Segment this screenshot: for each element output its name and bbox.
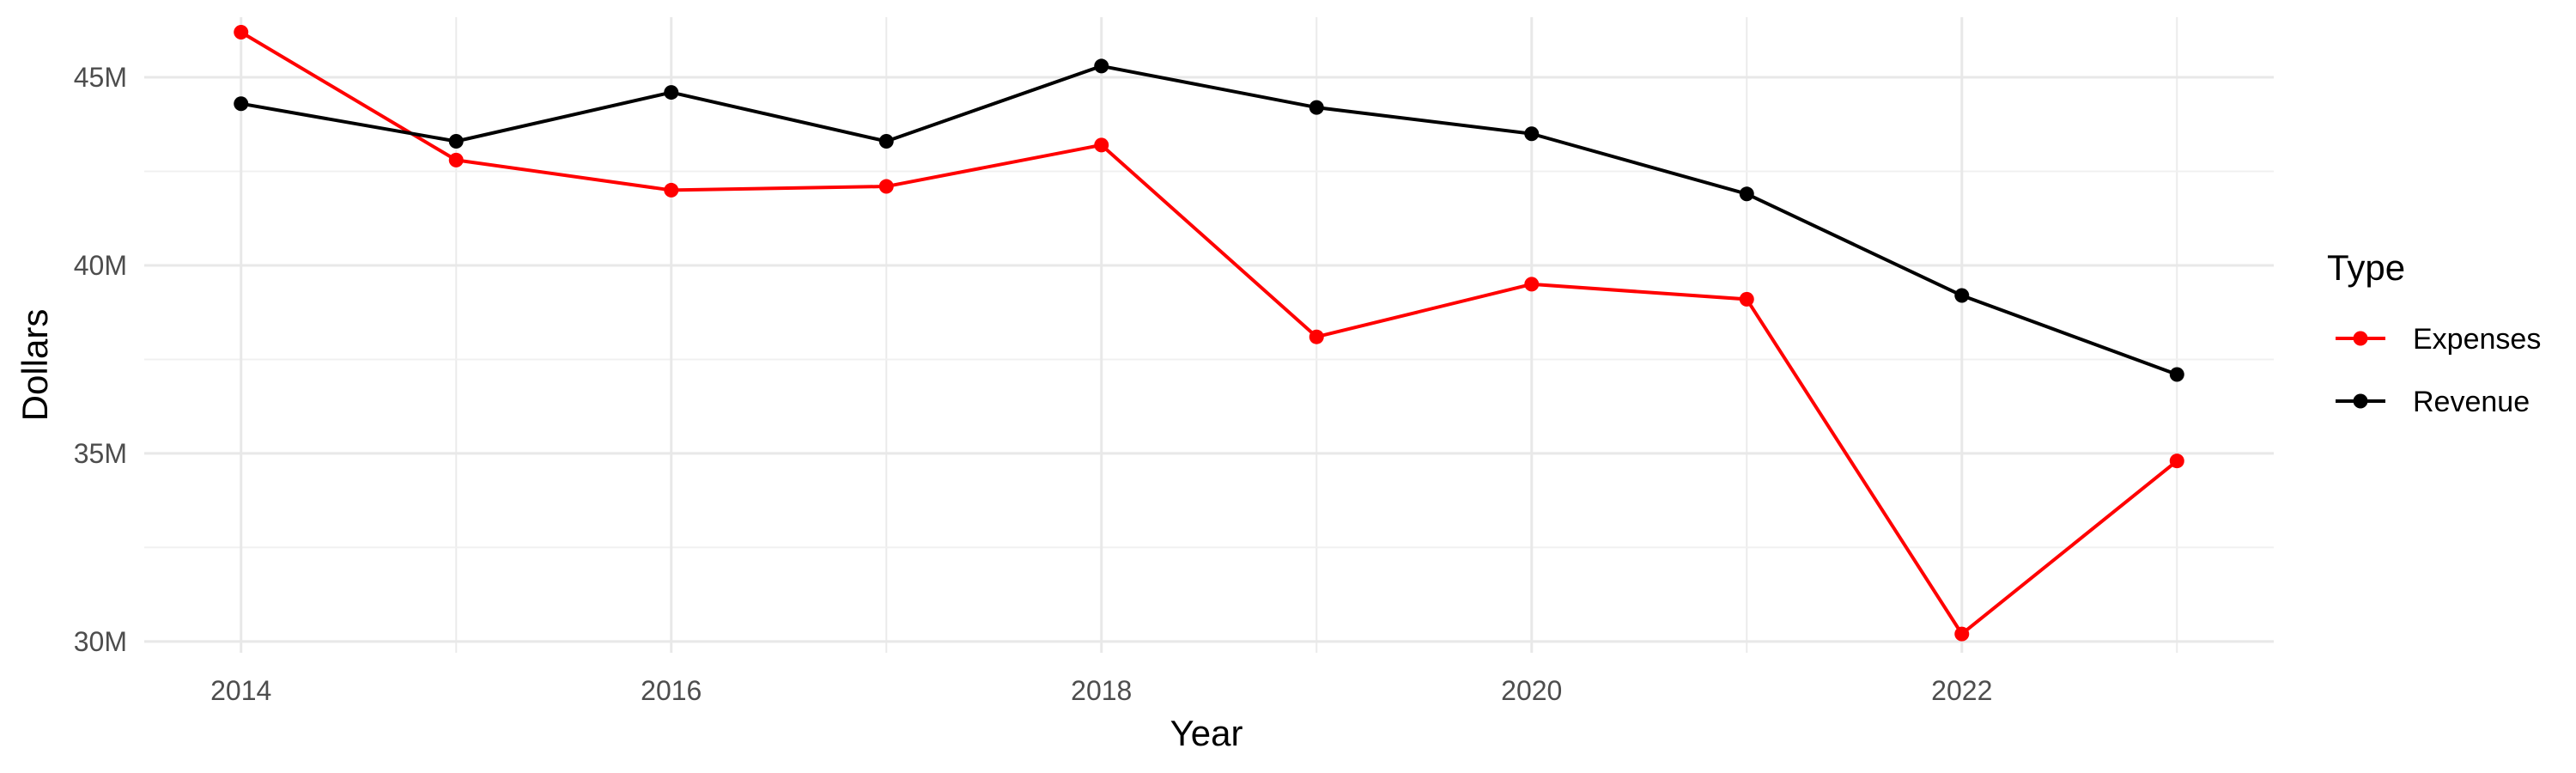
x-axis-tick-labels: 2014 2016 2018 2020 2022 [210, 675, 1992, 706]
data-point-revenue-2022 [1954, 288, 1970, 303]
data-point-revenue-2014 [234, 96, 249, 112]
y-axis-tick-labels: 30M 35M 40M 45M [74, 62, 127, 657]
data-point-expenses-2017 [878, 179, 894, 194]
data-point-revenue-2016 [664, 85, 679, 100]
series-lines [234, 25, 2184, 642]
grid-lines [144, 17, 2274, 653]
legend-items: Expenses Revenue [2336, 323, 2541, 418]
x-tick-label: 2020 [1501, 675, 1562, 706]
data-point-revenue-2023 [2169, 367, 2184, 382]
data-point-revenue-2018 [1094, 58, 1109, 74]
legend-key-point-expenses [2353, 331, 2368, 346]
legend-label-revenue: Revenue [2413, 386, 2530, 418]
legend: Type Expenses Revenue [2327, 247, 2541, 418]
x-tick-label: 2018 [1071, 675, 1132, 706]
data-point-revenue-2019 [1309, 100, 1324, 115]
data-point-expenses-2023 [2169, 453, 2184, 469]
legend-label-expenses: Expenses [2413, 323, 2541, 356]
legend-key-point-revenue [2353, 393, 2368, 409]
y-axis-title: Dollars [15, 309, 55, 422]
series-line-revenue [240, 64, 2178, 376]
data-point-expenses-2018 [1094, 137, 1109, 153]
series-revenue [234, 58, 2184, 382]
data-point-expenses-2015 [448, 152, 464, 167]
data-point-expenses-2014 [234, 25, 249, 40]
series-expenses [234, 25, 2184, 642]
y-tick-label: 35M [74, 438, 127, 469]
x-axis-title: Year [1170, 713, 1243, 753]
x-tick-label: 2016 [641, 675, 702, 706]
x-tick-label: 2014 [210, 675, 271, 706]
legend-title: Type [2327, 247, 2405, 288]
data-point-expenses-2016 [664, 182, 679, 198]
legend-item-revenue: Revenue [2336, 386, 2530, 418]
data-point-revenue-2017 [878, 133, 894, 149]
data-point-expenses-2020 [1524, 277, 1540, 292]
data-point-revenue-2015 [448, 133, 464, 149]
y-tick-label: 40M [74, 250, 127, 281]
data-point-expenses-2021 [1739, 291, 1754, 307]
y-tick-label: 45M [74, 62, 127, 93]
data-point-expenses-2019 [1309, 329, 1324, 344]
legend-item-expenses: Expenses [2336, 323, 2541, 356]
series-line-expenses [240, 30, 2178, 636]
data-point-revenue-2020 [1524, 126, 1540, 142]
data-point-revenue-2021 [1739, 186, 1754, 202]
y-tick-label: 30M [74, 626, 127, 657]
x-tick-label: 2022 [1931, 675, 1992, 706]
data-point-expenses-2022 [1954, 626, 1970, 642]
